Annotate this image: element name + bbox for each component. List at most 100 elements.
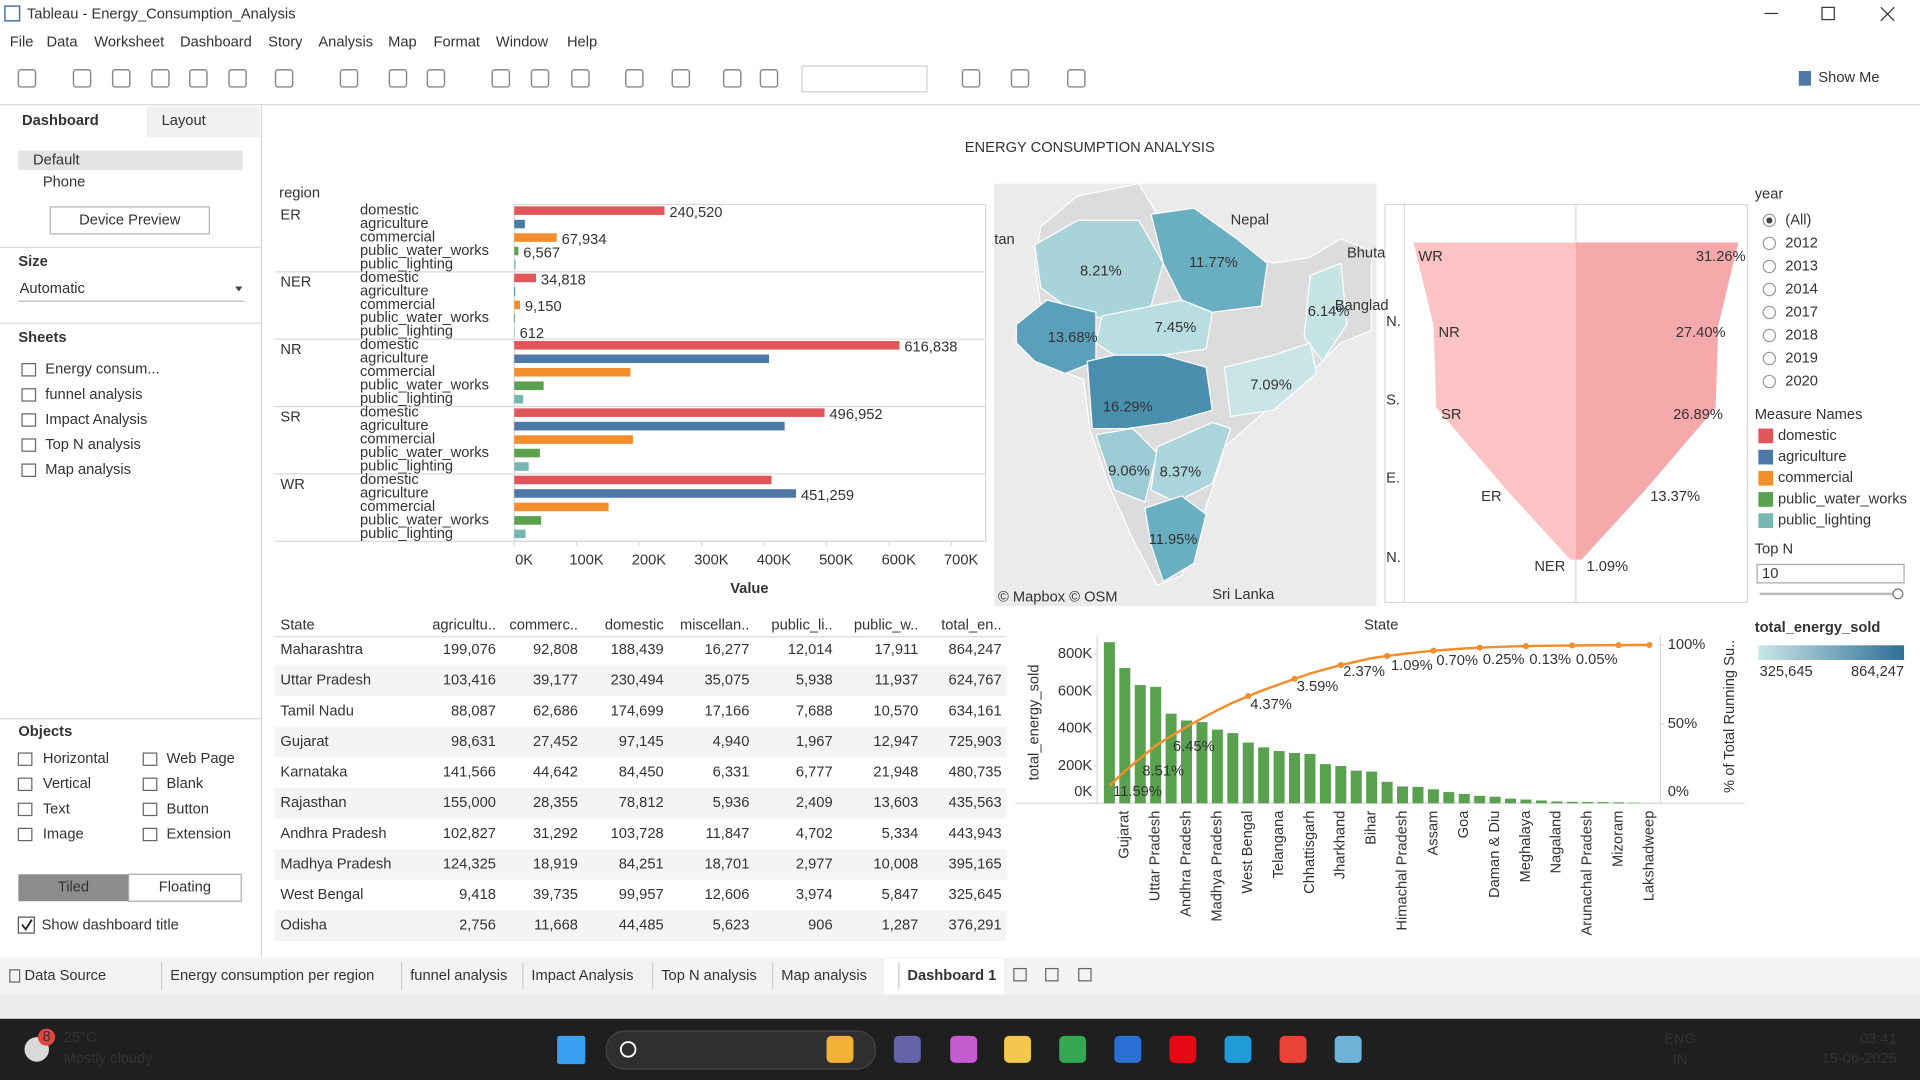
object-item[interactable]: Button (167, 801, 209, 817)
toolbar-icon[interactable] (1067, 69, 1086, 88)
toolbar-icon[interactable] (274, 69, 294, 88)
radio-button[interactable] (1762, 374, 1777, 389)
object-item[interactable]: Horizontal (43, 751, 109, 767)
sheet-tab[interactable]: Dashboard 1 (907, 968, 996, 984)
menu-item[interactable]: Help (567, 35, 597, 51)
checkbox[interactable] (17, 916, 35, 934)
radio-button[interactable] (1762, 328, 1777, 343)
taskbar-app[interactable] (893, 1035, 921, 1063)
object-item[interactable]: Web Page (167, 751, 235, 767)
floating-button[interactable] (127, 873, 242, 902)
search-label[interactable]: Search (649, 1042, 696, 1058)
toolbar-icon[interactable] (1010, 69, 1030, 88)
menu-item[interactable]: Dashboard (180, 35, 252, 51)
search-box[interactable] (605, 1030, 877, 1070)
taskbar-app[interactable] (950, 1035, 978, 1063)
menu-item[interactable]: Window (496, 35, 549, 51)
menu-item[interactable]: Story (268, 35, 303, 51)
sheet-item[interactable]: Impact Analysis (45, 412, 147, 428)
line-marker (1430, 647, 1437, 654)
tiled-button[interactable] (18, 874, 129, 902)
year-option[interactable]: 2014 (1785, 281, 1818, 297)
taskbar-app[interactable] (1114, 1035, 1142, 1063)
taskbar-app[interactable] (1224, 1035, 1252, 1063)
object-item[interactable]: Blank (167, 776, 204, 792)
object-item[interactable]: Extension (167, 826, 232, 842)
radio-button[interactable] (1762, 282, 1777, 297)
close-button[interactable] (1880, 6, 1895, 22)
sheet-item[interactable]: Top N analysis (45, 437, 141, 453)
toolbar-icon[interactable] (624, 69, 644, 88)
floating-label[interactable]: Floating (159, 880, 211, 896)
menu-item[interactable]: Map (388, 35, 417, 51)
device-option[interactable]: Phone (43, 174, 85, 190)
checkbox-label[interactable]: Show dashboard title (42, 918, 179, 934)
taskbar-app[interactable] (1004, 1035, 1032, 1063)
tiled-label[interactable]: Tiled (58, 880, 89, 896)
year-option[interactable]: 2017 (1785, 304, 1818, 320)
sheet-tab[interactable]: Top N analysis (661, 968, 757, 984)
menu-item[interactable]: Worksheet (94, 35, 164, 51)
radio-button[interactable] (1762, 351, 1777, 366)
sheet-tab[interactable]: Impact Analysis (531, 968, 633, 984)
new-sheet-icon[interactable] (1013, 967, 1027, 982)
x-tick-label: Uttar Pradesh (1148, 811, 1164, 902)
year-option[interactable]: 2019 (1785, 350, 1818, 366)
top-n-input[interactable] (1756, 563, 1905, 584)
object-item[interactable]: Vertical (43, 776, 91, 792)
radio-button[interactable] (1762, 305, 1777, 320)
toolbar-icon[interactable] (530, 69, 550, 88)
show-me-button[interactable]: Show Me (1818, 70, 1879, 86)
sheet-tab[interactable]: funnel analysis (410, 968, 507, 984)
toolbar-icon[interactable] (228, 69, 247, 88)
taskbar-app[interactable] (1279, 1035, 1307, 1063)
year-option[interactable]: (All) (1785, 212, 1811, 228)
toolbar-icon[interactable] (339, 69, 359, 88)
toolbar-icon[interactable] (189, 69, 208, 88)
sheet-item[interactable]: Energy consum... (45, 362, 159, 378)
radio-button[interactable] (1762, 259, 1777, 274)
toolbar-icon[interactable] (151, 69, 170, 88)
toolbar-icon[interactable] (571, 69, 590, 88)
taskbar-app[interactable] (1059, 1035, 1087, 1063)
menu-item[interactable]: Data (47, 35, 79, 51)
toolbar-icon[interactable] (759, 69, 779, 88)
menu-item[interactable]: File (10, 35, 34, 51)
toolbar-icon[interactable] (72, 69, 92, 88)
new-sheet-icon[interactable] (1078, 967, 1092, 982)
toolbar-icon[interactable] (426, 69, 446, 88)
taskbar-app[interactable] (1169, 1035, 1197, 1063)
toolbar-icon[interactable] (111, 69, 131, 88)
year-option[interactable]: 2012 (1785, 235, 1818, 251)
toolbar-icon[interactable] (388, 69, 408, 88)
radio-button[interactable] (1762, 236, 1777, 251)
menu-item[interactable]: Analysis (318, 35, 373, 51)
object-item[interactable]: Text (43, 801, 70, 817)
sheet-tab[interactable]: Map analysis (781, 968, 867, 984)
panel-tab[interactable]: Dashboard (22, 113, 99, 129)
year-option[interactable]: 2018 (1785, 327, 1818, 343)
year-option[interactable]: 2020 (1785, 373, 1818, 389)
object-item[interactable]: Image (43, 826, 84, 842)
toolbar-icon[interactable] (722, 69, 742, 88)
toolbar-icon[interactable] (17, 69, 37, 88)
new-sheet-icon[interactable] (1045, 967, 1059, 982)
taskbar-app[interactable] (826, 1035, 854, 1063)
menu-item[interactable]: Format (433, 35, 480, 51)
restore-button[interactable] (1821, 6, 1835, 21)
sheet-tab[interactable]: Energy consumption per region (170, 968, 374, 984)
sheet-item[interactable]: funnel analysis (45, 387, 142, 403)
slider-knob[interactable] (1892, 588, 1904, 600)
size-dropdown[interactable]: Automatic (20, 281, 85, 297)
start-button[interactable] (557, 1035, 586, 1065)
year-option[interactable]: 2013 (1785, 258, 1818, 274)
toolbar-icon[interactable] (671, 69, 691, 88)
device-option[interactable]: Default (33, 152, 80, 168)
toolbar-icon[interactable] (491, 69, 511, 88)
taskbar-app[interactable] (1334, 1035, 1362, 1063)
device-preview-label[interactable]: Device Preview (79, 212, 181, 228)
toolbar-icon[interactable] (961, 69, 981, 88)
panel-tab[interactable]: Layout (162, 113, 206, 129)
sheet-item[interactable]: Map analysis (45, 462, 131, 478)
sheet-tab[interactable]: Data Source (24, 968, 106, 984)
